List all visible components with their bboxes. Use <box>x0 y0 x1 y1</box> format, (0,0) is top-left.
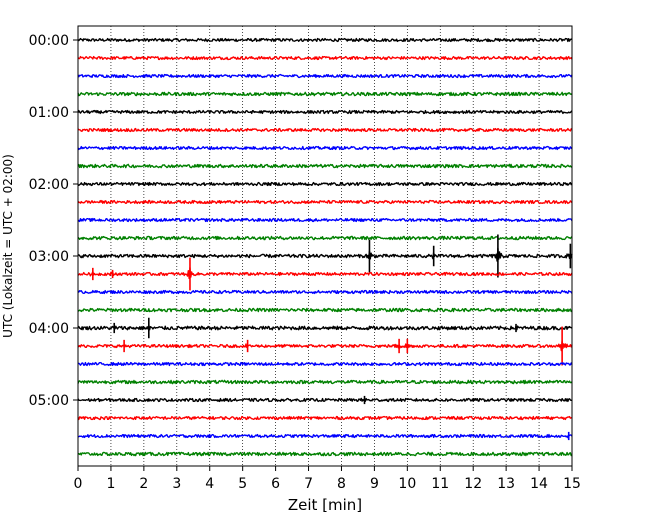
trace-0400 <box>77 324 573 331</box>
trace-0345 <box>77 307 573 313</box>
trace-0115 <box>77 127 573 133</box>
trace-0145 <box>77 163 573 169</box>
trace-0300 <box>77 247 573 262</box>
x-tick-label-0: 0 <box>74 476 83 492</box>
trace-0100 <box>77 109 573 115</box>
trace-0515 <box>77 415 573 421</box>
x-tick-label-3: 3 <box>172 476 181 492</box>
trace-0530 <box>77 433 573 439</box>
x-tick-label-5: 5 <box>238 476 247 492</box>
x-tick-label-15: 15 <box>563 476 581 492</box>
trace-0015 <box>77 55 573 61</box>
trace-0415 <box>77 339 573 352</box>
trace-0430 <box>77 361 573 367</box>
x-tick-label-6: 6 <box>271 476 280 492</box>
x-tick-label-10: 10 <box>398 476 416 492</box>
x-tick-label-8: 8 <box>337 476 346 492</box>
trace-0445 <box>77 379 573 385</box>
x-tick-label-11: 11 <box>431 476 449 492</box>
x-tick-label-12: 12 <box>464 476 482 492</box>
trace-0500 <box>77 397 573 403</box>
x-tick-label-9: 9 <box>370 476 379 492</box>
y-tick-label-0: 00:00 <box>29 33 69 49</box>
plot-frame <box>77 25 573 467</box>
seismic-traces <box>77 37 573 457</box>
y-axis-label: UTC (Lokalzeit = UTC + 02:00) <box>1 154 15 338</box>
y-tick-label-2: 02:00 <box>29 177 69 193</box>
x-axis-label: Zeit [min] <box>288 496 362 514</box>
trace-0000 <box>77 37 573 43</box>
x-tick-label-7: 7 <box>304 476 313 492</box>
trace-0245 <box>77 235 573 241</box>
y-tick-label-5: 05:00 <box>29 393 69 409</box>
trace-0030 <box>77 73 573 79</box>
y-axis-ticks: 00:00 01:00 02:00 03:00 04:00 05:00 <box>29 33 78 409</box>
trace-0545 <box>77 451 573 457</box>
trace-0315 <box>77 267 573 280</box>
trace-0045 <box>77 91 573 97</box>
x-tick-label-4: 4 <box>205 476 214 492</box>
y-tick-label-3: 03:00 <box>29 249 69 265</box>
x-tick-label-1: 1 <box>106 476 115 492</box>
trace-0200 <box>77 181 573 187</box>
x-tick-label-14: 14 <box>530 476 548 492</box>
x-axis-ticks: 0 1 2 3 4 5 6 7 8 9 10 11 12 13 14 15 <box>74 466 581 492</box>
trace-0130 <box>77 145 573 151</box>
y-tick-label-1: 01:00 <box>29 105 69 121</box>
trace-0230 <box>77 217 573 223</box>
x-tick-label-2: 2 <box>139 476 148 492</box>
grid-lines <box>110 26 540 466</box>
x-tick-label-13: 13 <box>497 476 515 492</box>
trace-0215 <box>77 199 573 205</box>
trace-0330 <box>77 289 573 295</box>
y-tick-label-4: 04:00 <box>29 321 69 337</box>
